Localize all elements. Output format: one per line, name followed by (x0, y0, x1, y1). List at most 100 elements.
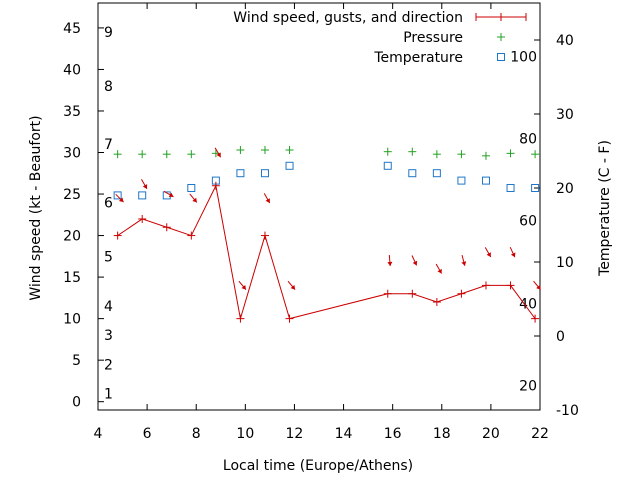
temperature-point (187, 184, 196, 192)
temperature-point (457, 176, 466, 185)
beaufort-label: 2 (104, 357, 113, 373)
wind-speed-point (285, 314, 294, 323)
x-tick-label: 10 (236, 426, 254, 442)
pressure-series (113, 146, 540, 160)
beaufort-label: 7 (104, 137, 113, 153)
x-tick-label: 4 (94, 426, 103, 442)
legend-wind-label: Wind speed, gusts, and direction (233, 10, 463, 26)
wind-direction-arrow (287, 280, 296, 290)
y-right-tick-label: 20 (556, 181, 574, 197)
legend: Wind speed, gusts, and direction Pressur… (233, 10, 527, 66)
temperature-point (260, 169, 269, 178)
x-tick-label: 20 (482, 426, 500, 442)
wind-direction-arrow (115, 193, 124, 203)
y-left-tick-label: 10 (63, 312, 81, 328)
temperature-point (113, 191, 122, 200)
y-right-tick-label: 0 (556, 329, 565, 345)
fahrenheit-label: 40 (519, 296, 537, 312)
y-right-tick-label: -10 (556, 403, 579, 419)
pressure-point (432, 150, 441, 159)
pressure-point (383, 147, 392, 156)
pressure-point (531, 150, 540, 159)
wind-direction-arrow (141, 179, 148, 190)
beaufort-label: 4 (104, 299, 113, 315)
wind-speed-point (260, 231, 269, 240)
wind-speed-point (408, 289, 417, 298)
pressure-point (285, 146, 294, 155)
y-left-tick-label: 45 (63, 21, 81, 37)
wind-direction-arrow (411, 255, 418, 266)
legend-pressure-marker (497, 33, 505, 41)
fahrenheit-label: 60 (519, 214, 537, 230)
legend-temperature-marker (497, 53, 505, 61)
fahrenheit-label: 80 (519, 131, 537, 147)
wind-direction-arrow (214, 147, 222, 158)
wind-direction-arrow (484, 247, 492, 258)
wind-direction-arrow (387, 254, 393, 267)
y-axis-right-label: Temperature (C - F) (597, 140, 613, 277)
wind-direction-arrows (115, 147, 542, 290)
pressure-point (162, 150, 171, 159)
wind-speed-point (113, 231, 122, 240)
wind-speed-point (187, 231, 196, 240)
wind-direction-arrow (189, 193, 198, 203)
plot-frame (97, 2, 541, 411)
beaufort-label: 1 (104, 386, 113, 402)
pressure-point (236, 146, 245, 155)
y-axis-left-label: Wind speed (kt - Beaufort) (28, 115, 44, 300)
wind-speed-point (383, 289, 392, 298)
y-axis-left: 0 5 10 15 20 25 30 35 40 45 (63, 21, 104, 411)
x-tick-label: 12 (286, 426, 304, 442)
y-right-tick-label: 10 (556, 255, 574, 271)
beaufort-label: 5 (104, 249, 113, 265)
wind-direction-arrow (263, 193, 271, 204)
temperature-point (285, 161, 294, 170)
wind-speed-point (211, 181, 220, 190)
temperature-point (408, 169, 417, 178)
wind-series (113, 181, 540, 323)
temperature-point (506, 184, 515, 192)
y-right-tick-label: 30 (556, 107, 574, 123)
pressure-point (138, 150, 147, 159)
y-left-tick-label: 25 (63, 187, 81, 203)
wind-direction-arrow (509, 246, 516, 258)
y-left-tick-label: 0 (72, 395, 81, 411)
pressure-point (457, 150, 466, 159)
x-tick-label: 22 (531, 426, 549, 442)
x-tick-label: 14 (335, 426, 353, 442)
wind-speed-line (117, 184, 536, 320)
temperature-point (383, 161, 392, 170)
pressure-point (187, 150, 196, 159)
wind-direction-arrow (533, 280, 542, 290)
wind-direction-arrow (461, 255, 467, 266)
wind-speed-point (432, 298, 441, 307)
x-tick-label: 8 (192, 426, 201, 442)
y-right-tick-label: 40 (556, 33, 574, 49)
fahrenheit-label: 20 (519, 379, 537, 395)
y-axis-right: -10 0 10 20 30 40 (534, 33, 579, 419)
wind-speed-point (531, 314, 540, 323)
temperature-point (138, 191, 147, 200)
y-left-tick-label: 30 (63, 146, 81, 162)
fahrenheit-label: 100 (510, 49, 537, 65)
pressure-point (506, 149, 515, 158)
y-left-tick-label: 35 (63, 104, 81, 120)
temperature-point (481, 176, 490, 185)
beaufort-label: 3 (104, 328, 113, 344)
legend-temperature-label: Temperature (373, 50, 463, 66)
wind-direction-arrow (163, 190, 174, 198)
beaufort-scale: 1 2 3 4 5 6 7 8 9 (104, 25, 113, 402)
temperature-point (531, 184, 540, 192)
beaufort-label: 8 (104, 79, 113, 95)
y-left-tick-label: 5 (72, 353, 81, 369)
x-tick-label: 18 (433, 426, 451, 442)
plot-border (97, 2, 541, 411)
y-left-tick-label: 15 (63, 270, 81, 286)
wind-speed-point (236, 314, 245, 323)
pressure-point (481, 151, 490, 160)
y-left-tick-label: 20 (63, 229, 81, 245)
wind-direction-arrow (435, 263, 443, 274)
x-axis: 4 6 8 10 12 14 16 18 20 22 (94, 3, 549, 442)
wind-direction-arrow (238, 280, 247, 290)
